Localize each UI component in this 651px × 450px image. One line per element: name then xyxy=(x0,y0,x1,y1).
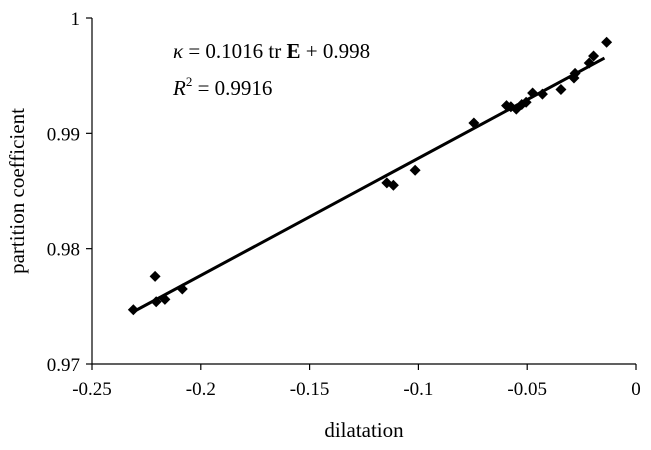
data-point xyxy=(536,88,548,100)
data-point xyxy=(468,117,480,129)
data-point xyxy=(520,96,532,108)
x-tick-label: -0.2 xyxy=(186,379,216,400)
ticks: -0.25 -0.2 -0.15 -0.1 -0.05 0 0.97 0.98 0.99 1 xyxy=(47,9,641,400)
y-axis-title: partition coefficient xyxy=(5,108,29,274)
data-point xyxy=(127,304,139,316)
data-point xyxy=(149,270,161,282)
x-tick-label: -0.15 xyxy=(290,379,330,400)
data-point xyxy=(527,87,539,99)
equation-part-2: + 0.998 xyxy=(301,39,371,63)
y-tick-label: 0.98 xyxy=(47,240,80,261)
data-point xyxy=(176,283,188,295)
data-point xyxy=(387,179,399,191)
axes xyxy=(91,18,636,365)
data-point xyxy=(588,50,600,62)
r-squared-annotation: R2 = 0.9916 xyxy=(172,74,272,100)
data-point xyxy=(601,36,613,48)
x-tick-label: -0.05 xyxy=(507,379,547,400)
data-points xyxy=(127,36,613,316)
equation-part-1: = 0.1016 tr xyxy=(183,39,286,63)
kappa-symbol: κ xyxy=(173,39,184,63)
data-point xyxy=(555,84,567,96)
r-symbol: R xyxy=(172,76,186,100)
data-point xyxy=(409,164,421,176)
y-tick-label: 1 xyxy=(71,9,81,30)
regression-equation: κ = 0.1016 tr E + 0.998 xyxy=(173,39,370,63)
y-tick-label: 0.99 xyxy=(47,124,80,145)
r-exponent: 2 xyxy=(186,74,193,89)
tensor-e-symbol: E xyxy=(287,39,301,63)
y-tick-label: 0.97 xyxy=(47,355,80,376)
x-tick-label: 0 xyxy=(631,379,641,400)
data-point xyxy=(583,57,595,69)
r-squared-value: = 0.9916 xyxy=(192,76,272,100)
data-point xyxy=(159,293,171,305)
x-tick-label: -0.25 xyxy=(72,379,112,400)
data-point xyxy=(150,296,162,308)
x-axis-title: dilatation xyxy=(324,418,404,442)
x-tick-label: -0.1 xyxy=(403,379,433,400)
data-point xyxy=(569,67,581,79)
